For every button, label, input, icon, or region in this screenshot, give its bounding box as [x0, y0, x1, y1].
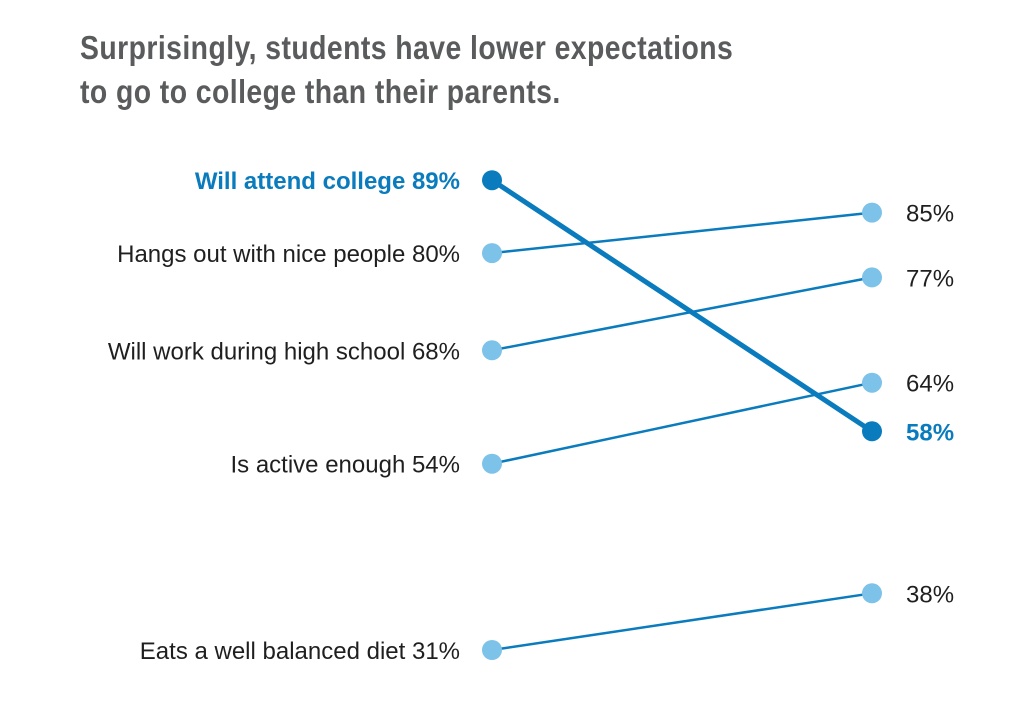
- right-point: [862, 202, 882, 223]
- right-label: 64%: [906, 371, 954, 398]
- series-1: Hangs out with nice people 80% 85%: [117, 201, 954, 269]
- left-point: [482, 640, 502, 660]
- chart-title: Surprisingly, students have lower expect…: [80, 26, 734, 114]
- slope-line: [491, 592, 873, 652]
- right-label: 77%: [906, 265, 954, 292]
- title-line-1: Surprisingly, students have lower expect…: [80, 29, 734, 66]
- left-point: [482, 243, 502, 264]
- series-0: Will attend college 89% 58%: [195, 168, 954, 446]
- series-3: Is active enough 54% 64%: [231, 371, 955, 479]
- title-line-2: to go to college than their parents.: [80, 73, 561, 110]
- left-point: [482, 170, 502, 191]
- left-label: Will work during high school 68%: [108, 338, 460, 365]
- series-2: Will work during high school 68% 77%: [108, 265, 954, 365]
- slope-line: [491, 381, 873, 465]
- right-label: 85%: [906, 201, 954, 228]
- left-label: Eats a well balanced diet 31%: [140, 638, 460, 665]
- right-point: [862, 583, 882, 604]
- left-label: Hangs out with nice people 80%: [117, 241, 460, 268]
- right-point: [862, 267, 882, 288]
- right-label: 38%: [906, 581, 954, 608]
- right-label: 58%: [906, 419, 954, 446]
- left-label: Will attend college 89%: [195, 168, 460, 195]
- slope-line: [491, 211, 873, 255]
- left-point: [482, 453, 502, 474]
- left-point: [482, 340, 502, 361]
- right-point: [862, 372, 882, 393]
- slope-line: [490, 178, 874, 434]
- left-label: Is active enough 54%: [231, 452, 461, 479]
- series-4: Eats a well balanced diet 31% 38%: [140, 581, 954, 665]
- right-point: [862, 421, 882, 442]
- slope-line: [491, 276, 873, 352]
